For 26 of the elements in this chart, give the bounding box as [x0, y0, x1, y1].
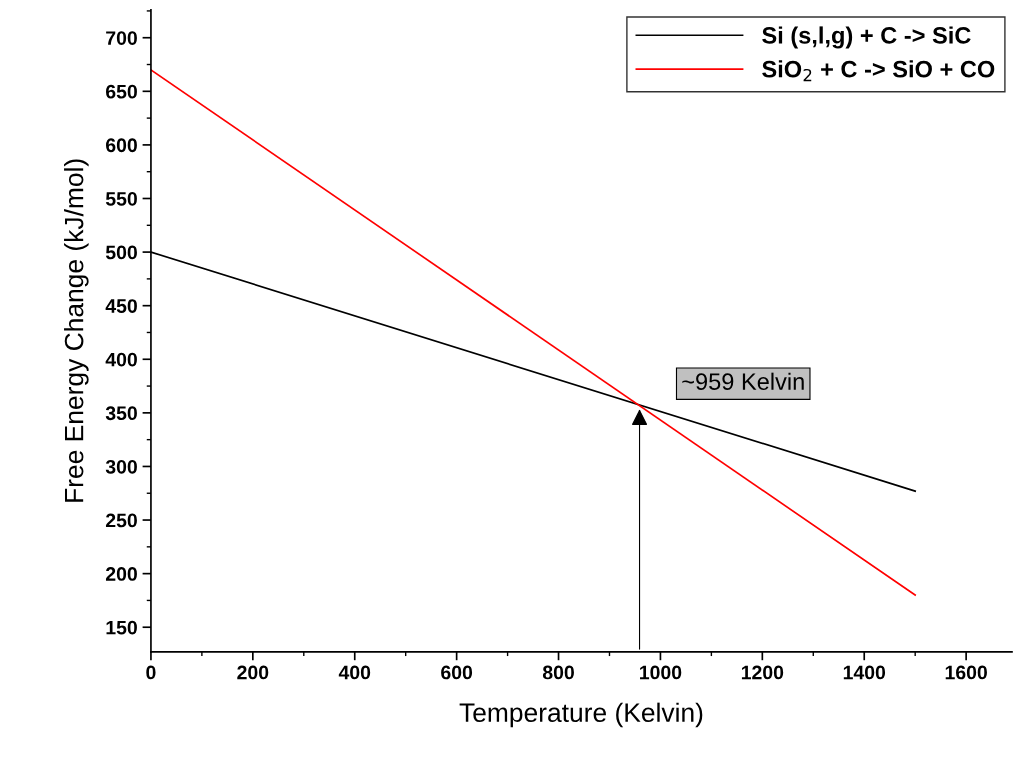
y-tick-label: 200 [105, 567, 137, 581]
y-axis-title: Free Energy Change (kJ/mol) [64, 159, 89, 502]
y-tick-label: 600 [106, 138, 137, 153]
annotation: ~959 Kelvin [682, 372, 804, 390]
y-tick-label: 550 [105, 191, 137, 206]
y-tick-label: 350 [105, 406, 137, 421]
x-tick-label: 800 [542, 665, 574, 680]
y-tick-label: 450 [105, 299, 137, 313]
x-tick-label: 1400 [843, 665, 886, 680]
legend-label: Si (s,l,g) + C -> SiC [762, 26, 971, 49]
x-tick-label: 1000 [640, 665, 682, 680]
x-tick-label: 400 [338, 665, 371, 680]
y-tick-label: 250 [105, 513, 137, 528]
x-tick-label: 600 [441, 665, 473, 680]
legend-label: SiO$_{2}$ + C -> SiO + CO [762, 60, 995, 82]
x-tick-label: 1600 [945, 665, 987, 680]
y-tick-label: 150 [106, 620, 137, 635]
y-tick-label: 400 [105, 352, 137, 367]
x-tick-label: 0 [146, 665, 156, 680]
x-tick-label: 1200 [741, 665, 784, 680]
y-tick-label: 500 [105, 245, 137, 260]
y-tick-label: 300 [105, 459, 137, 474]
y-tick-label: 700 [106, 31, 137, 45]
x-tick-label: 200 [237, 665, 269, 680]
x-axis-title: Temperature (Kelvin) [459, 702, 703, 728]
y-tick-label: 650 [106, 84, 137, 99]
